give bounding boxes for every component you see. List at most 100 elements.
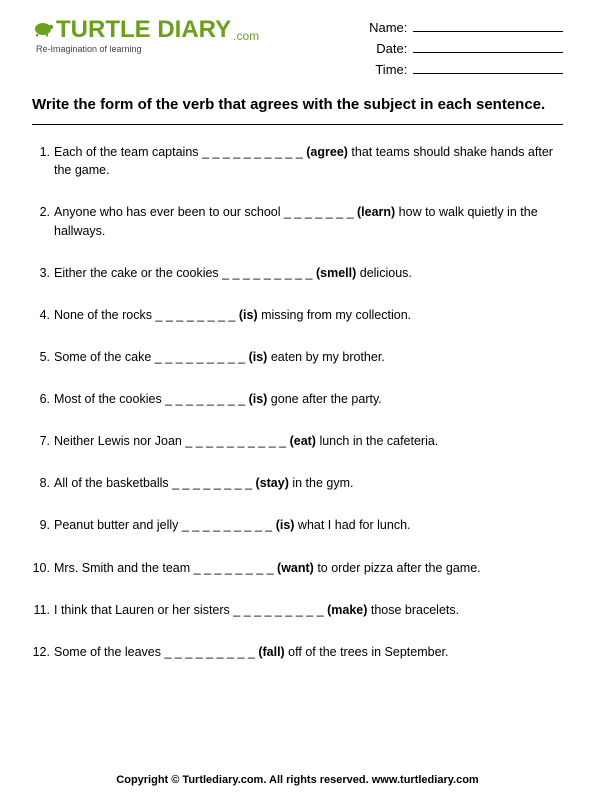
- question-blank[interactable]: _ _ _ _ _ _ _ _ _ _: [185, 434, 289, 448]
- question-number: 4.: [32, 306, 54, 324]
- question-body: Mrs. Smith and the team _ _ _ _ _ _ _ _ …: [54, 559, 563, 577]
- logo-block: TURTLE DIARY .com Re-Imagination of lear…: [32, 18, 259, 54]
- question-post: what I had for lunch.: [294, 518, 410, 532]
- logo-brand: TURTLE DIARY: [56, 18, 231, 42]
- question-verb: (is): [249, 350, 268, 364]
- question-number: 7.: [32, 432, 54, 450]
- question-pre: Each of the team captains: [54, 145, 202, 159]
- questions-list: 1.Each of the team captains _ _ _ _ _ _ …: [32, 143, 563, 661]
- name-line[interactable]: [413, 20, 563, 32]
- name-label: Name:: [369, 18, 407, 39]
- question-post: delicious.: [356, 266, 412, 280]
- time-line[interactable]: [413, 62, 563, 74]
- question-pre: Neither Lewis nor Joan: [54, 434, 185, 448]
- question-pre: None of the rocks: [54, 308, 155, 322]
- question-post: missing from my collection.: [258, 308, 412, 322]
- question-blank[interactable]: _ _ _ _ _ _ _ _: [165, 392, 248, 406]
- header-row: TURTLE DIARY .com Re-Imagination of lear…: [32, 18, 563, 80]
- question-row: 2.Anyone who has ever been to our school…: [32, 203, 563, 239]
- question-row: 10.Mrs. Smith and the team _ _ _ _ _ _ _…: [32, 559, 563, 577]
- question-post: in the gym.: [289, 476, 354, 490]
- question-post: off of the trees in September.: [285, 645, 449, 659]
- question-verb: (agree): [306, 145, 348, 159]
- question-pre: Some of the leaves: [54, 645, 164, 659]
- question-number: 9.: [32, 516, 54, 534]
- question-verb: (make): [327, 603, 367, 617]
- question-blank[interactable]: _ _ _ _ _ _ _ _ _: [233, 603, 327, 617]
- footer-copyright: Copyright © Turtlediary.com. All rights …: [0, 774, 595, 786]
- question-number: 5.: [32, 348, 54, 366]
- question-body: All of the basketballs _ _ _ _ _ _ _ _ (…: [54, 474, 563, 492]
- question-pre: All of the basketballs: [54, 476, 172, 490]
- question-body: Most of the cookies _ _ _ _ _ _ _ _ (is)…: [54, 390, 563, 408]
- question-number: 10.: [32, 559, 54, 577]
- question-pre: Most of the cookies: [54, 392, 165, 406]
- question-blank[interactable]: _ _ _ _ _ _ _ _ _: [164, 645, 258, 659]
- question-number: 2.: [32, 203, 54, 239]
- question-blank[interactable]: _ _ _ _ _ _ _ _: [155, 308, 238, 322]
- question-body: I think that Lauren or her sisters _ _ _…: [54, 601, 563, 619]
- question-post: to order pizza after the game.: [314, 561, 481, 575]
- instructions: Write the form of the verb that agrees w…: [32, 94, 563, 125]
- question-row: 6.Most of the cookies _ _ _ _ _ _ _ _ (i…: [32, 390, 563, 408]
- question-pre: Peanut butter and jelly: [54, 518, 182, 532]
- question-row: 11.I think that Lauren or her sisters _ …: [32, 601, 563, 619]
- question-blank[interactable]: _ _ _ _ _ _ _ _ _: [182, 518, 276, 532]
- question-verb: (fall): [258, 645, 284, 659]
- question-row: 1.Each of the team captains _ _ _ _ _ _ …: [32, 143, 563, 179]
- question-blank[interactable]: _ _ _ _ _ _ _: [284, 205, 357, 219]
- question-row: 3.Either the cake or the cookies _ _ _ _…: [32, 264, 563, 282]
- question-pre: I think that Lauren or her sisters: [54, 603, 233, 617]
- question-row: 7.Neither Lewis nor Joan _ _ _ _ _ _ _ _…: [32, 432, 563, 450]
- question-body: Peanut butter and jelly _ _ _ _ _ _ _ _ …: [54, 516, 563, 534]
- question-post: gone after the party.: [267, 392, 381, 406]
- question-number: 1.: [32, 143, 54, 179]
- question-post: lunch in the cafeteria.: [316, 434, 438, 448]
- question-verb: (is): [249, 392, 268, 406]
- question-verb: (eat): [290, 434, 316, 448]
- question-pre: Anyone who has ever been to our school: [54, 205, 284, 219]
- turtle-icon: [32, 18, 54, 36]
- question-body: Either the cake or the cookies _ _ _ _ _…: [54, 264, 563, 282]
- date-label: Date:: [376, 39, 407, 60]
- logo-text: TURTLE DIARY .com: [32, 18, 259, 42]
- question-body: Anyone who has ever been to our school _…: [54, 203, 563, 239]
- question-number: 8.: [32, 474, 54, 492]
- date-row: Date:: [369, 39, 563, 60]
- question-pre: Some of the cake: [54, 350, 155, 364]
- question-verb: (is): [239, 308, 258, 322]
- question-verb: (learn): [357, 205, 395, 219]
- question-number: 11.: [32, 601, 54, 619]
- question-row: 9.Peanut butter and jelly _ _ _ _ _ _ _ …: [32, 516, 563, 534]
- time-row: Time:: [369, 60, 563, 81]
- logo-suffix: .com: [233, 30, 259, 42]
- question-row: 5.Some of the cake _ _ _ _ _ _ _ _ _ (is…: [32, 348, 563, 366]
- question-row: 12.Some of the leaves _ _ _ _ _ _ _ _ _ …: [32, 643, 563, 661]
- question-body: Neither Lewis nor Joan _ _ _ _ _ _ _ _ _…: [54, 432, 563, 450]
- question-verb: (want): [277, 561, 314, 575]
- question-verb: (stay): [256, 476, 289, 490]
- question-blank[interactable]: _ _ _ _ _ _ _ _ _: [222, 266, 316, 280]
- info-fields: Name: Date: Time:: [369, 18, 563, 80]
- time-label: Time:: [375, 60, 407, 81]
- question-verb: (smell): [316, 266, 356, 280]
- question-body: None of the rocks _ _ _ _ _ _ _ _ (is) m…: [54, 306, 563, 324]
- question-blank[interactable]: _ _ _ _ _ _ _ _ _: [155, 350, 249, 364]
- date-line[interactable]: [413, 41, 563, 53]
- question-blank[interactable]: _ _ _ _ _ _ _ _ _ _: [202, 145, 306, 159]
- question-post: those bracelets.: [367, 603, 459, 617]
- question-body: Some of the leaves _ _ _ _ _ _ _ _ _ (fa…: [54, 643, 563, 661]
- question-blank[interactable]: _ _ _ _ _ _ _ _: [194, 561, 277, 575]
- question-blank[interactable]: _ _ _ _ _ _ _ _: [172, 476, 255, 490]
- logo-tagline: Re-Imagination of learning: [36, 44, 259, 54]
- question-post: eaten by my brother.: [267, 350, 384, 364]
- question-body: Each of the team captains _ _ _ _ _ _ _ …: [54, 143, 563, 179]
- question-number: 12.: [32, 643, 54, 661]
- name-row: Name:: [369, 18, 563, 39]
- question-body: Some of the cake _ _ _ _ _ _ _ _ _ (is) …: [54, 348, 563, 366]
- question-row: 8.All of the basketballs _ _ _ _ _ _ _ _…: [32, 474, 563, 492]
- question-number: 3.: [32, 264, 54, 282]
- question-number: 6.: [32, 390, 54, 408]
- question-verb: (is): [276, 518, 295, 532]
- question-pre: Either the cake or the cookies: [54, 266, 222, 280]
